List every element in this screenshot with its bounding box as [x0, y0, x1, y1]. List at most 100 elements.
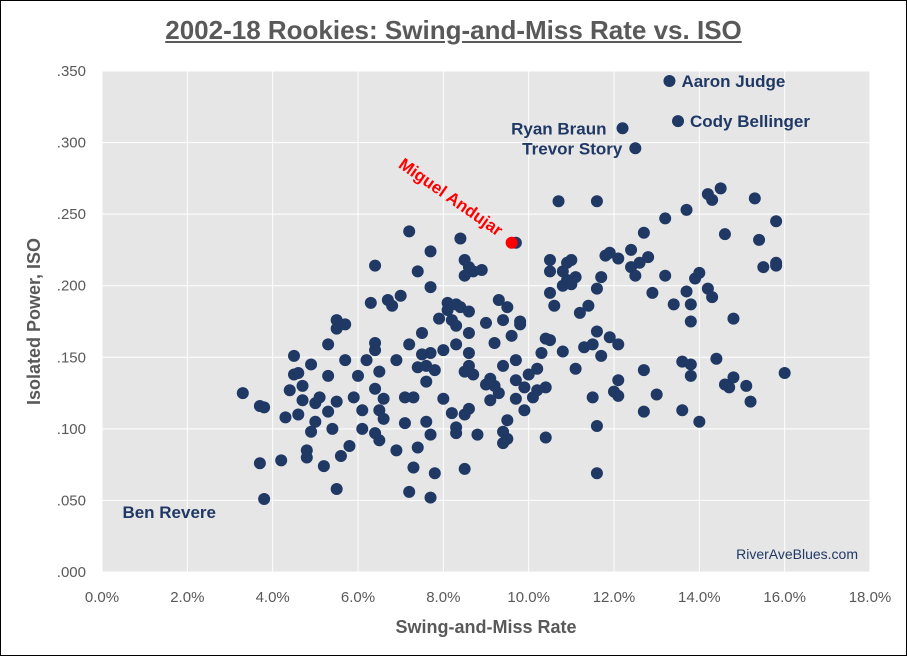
data-point — [356, 422, 369, 435]
data-point — [236, 387, 249, 400]
data-point — [424, 281, 437, 294]
data-point — [445, 407, 458, 420]
data-point — [450, 427, 463, 440]
data-point — [437, 392, 450, 405]
data-point — [663, 75, 676, 88]
data-point — [322, 369, 335, 382]
data-point — [544, 253, 556, 266]
data-point — [518, 381, 531, 394]
y-tick-label: .000 — [57, 564, 86, 581]
data-point — [539, 431, 552, 444]
chart-title: 2002-18 Rookies: Swing-and-Miss Rate vs.… — [165, 15, 742, 45]
x-tick-label: 16.0% — [763, 589, 806, 606]
data-point — [403, 225, 416, 238]
data-point — [590, 467, 603, 480]
data-point — [352, 369, 364, 382]
data-point — [305, 425, 318, 438]
point-label: Cody Bellinger — [690, 112, 810, 131]
data-point — [706, 193, 719, 206]
data-point — [377, 392, 390, 405]
data-point — [612, 374, 625, 387]
data-point — [471, 428, 484, 441]
data-point — [612, 338, 625, 351]
data-point — [646, 286, 659, 299]
data-point — [407, 461, 420, 474]
data-point — [437, 344, 450, 357]
data-point — [398, 391, 411, 404]
highlight-point — [505, 236, 518, 249]
data-points — [236, 75, 791, 505]
data-point — [462, 326, 475, 339]
data-point — [424, 491, 437, 504]
data-point — [612, 252, 625, 265]
data-point — [740, 379, 753, 392]
data-point — [770, 215, 783, 228]
data-point — [659, 212, 672, 225]
data-point — [676, 404, 689, 417]
data-point — [590, 282, 603, 295]
data-point — [548, 299, 561, 312]
data-point — [518, 404, 531, 417]
data-point — [684, 369, 697, 382]
data-point — [492, 387, 505, 400]
data-point — [501, 432, 514, 445]
data-point — [275, 454, 288, 467]
data-point — [770, 259, 783, 272]
data-point — [347, 391, 360, 404]
data-point — [258, 492, 271, 505]
data-point — [403, 485, 416, 498]
data-point — [544, 286, 556, 299]
data-point — [633, 256, 646, 269]
data-point — [753, 233, 766, 246]
y-tick-labels: .000 .050 .100 .150 .200 .250 .300 .350 — [57, 63, 86, 581]
data-point — [522, 368, 535, 381]
data-point — [330, 395, 343, 408]
data-point — [390, 354, 403, 367]
data-point — [462, 402, 475, 415]
data-point — [403, 338, 416, 351]
data-point — [509, 354, 522, 367]
data-point — [428, 364, 441, 377]
data-point — [292, 367, 305, 380]
data-point — [411, 441, 424, 454]
data-point — [322, 405, 335, 418]
data-point — [590, 419, 603, 432]
data-point — [505, 329, 518, 342]
y-tick-label: .150 — [57, 349, 86, 366]
data-point — [364, 296, 377, 309]
data-point — [509, 392, 522, 405]
data-point — [637, 364, 650, 377]
data-point — [305, 358, 318, 371]
data-point — [317, 460, 330, 473]
data-point — [718, 228, 731, 241]
data-point — [420, 415, 433, 428]
y-tick-label: .050 — [57, 492, 86, 509]
data-point — [744, 395, 757, 408]
data-point — [309, 415, 322, 428]
data-point — [492, 294, 505, 307]
data-point — [727, 371, 740, 384]
data-point — [569, 362, 582, 375]
data-point — [544, 265, 556, 278]
data-point — [330, 482, 343, 495]
data-point — [497, 314, 510, 327]
data-point — [565, 253, 578, 266]
data-point — [680, 203, 693, 216]
data-point — [748, 192, 761, 205]
data-point — [339, 354, 352, 367]
data-point — [258, 401, 271, 414]
data-point — [684, 358, 697, 371]
data-point — [480, 316, 492, 329]
data-point — [300, 451, 313, 464]
data-point — [684, 315, 697, 328]
x-tick-label: 10.0% — [507, 589, 550, 606]
data-point — [369, 344, 382, 357]
data-point — [407, 391, 420, 404]
data-point — [484, 394, 497, 407]
y-tick-label: .100 — [57, 421, 86, 438]
data-point — [450, 319, 463, 332]
point-label: Ryan Braun — [511, 119, 606, 138]
data-point — [693, 266, 706, 279]
data-point — [253, 457, 266, 470]
